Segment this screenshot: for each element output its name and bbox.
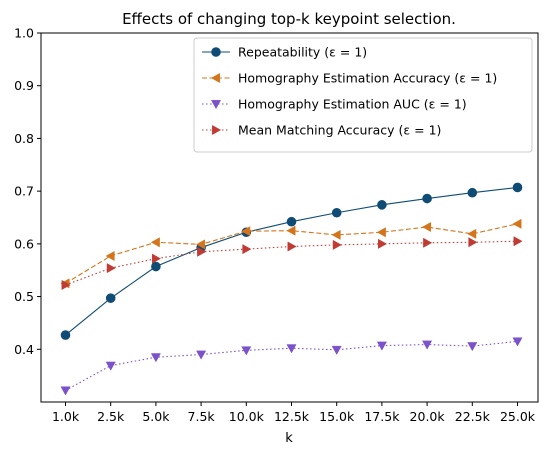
x-tick-label: 17.5k (364, 409, 400, 424)
series-line (65, 186, 518, 336)
x-tick-label: 1.0k (52, 409, 80, 424)
legend-marker (210, 72, 220, 84)
legend-label: Repeatability (ε = 1) (238, 45, 367, 60)
data-point (467, 187, 478, 198)
legend-marker (212, 124, 222, 136)
data-point (468, 237, 478, 248)
data-point (106, 263, 116, 274)
data-point (467, 342, 478, 352)
data-point (60, 330, 71, 340)
data-point (422, 193, 432, 204)
y-tick-label: 1.0 (14, 26, 34, 41)
data-point (376, 341, 387, 351)
data-point (331, 207, 342, 218)
x-tick-label: 20.0k (410, 409, 446, 424)
legend-label: Homography Estimation Accuracy (ε = 1) (238, 71, 497, 86)
data-point (242, 244, 252, 255)
data-point (105, 250, 115, 262)
data-point (151, 261, 161, 272)
legend-marker (211, 47, 221, 57)
data-point (512, 218, 522, 229)
series-line (65, 223, 518, 284)
data-point (105, 293, 116, 303)
data-point (376, 227, 386, 238)
data-point (331, 229, 341, 240)
data-point (421, 221, 432, 233)
data-point (467, 228, 477, 239)
y-tick-label: 0.7 (14, 184, 34, 199)
data-point (241, 346, 252, 356)
data-point (197, 246, 207, 257)
y-tick-label: 0.5 (14, 289, 34, 304)
data-point (150, 237, 160, 248)
data-point (150, 353, 161, 363)
series-layer (60, 182, 523, 396)
data-point (196, 350, 207, 360)
series-4 (61, 236, 523, 290)
series-2 (60, 218, 522, 289)
legend-box (193, 37, 533, 153)
chart-title: Effects of changing top-k keypoint selec… (122, 10, 456, 28)
x-tick-label: 12.5k (274, 409, 310, 424)
data-point (286, 216, 297, 227)
data-point (512, 182, 523, 193)
x-tick-label: 15.0k (319, 409, 355, 424)
data-point (195, 239, 206, 250)
legend-entry: Repeatability (ε = 1) (202, 45, 367, 60)
x-tick-label: 5.0k (142, 409, 170, 424)
data-point (287, 241, 297, 252)
legend-entry: Homography Estimation Accuracy (ε = 1) (202, 71, 497, 86)
data-point (331, 345, 342, 355)
data-point (512, 337, 523, 347)
x-tick-label: 25.0k (500, 409, 536, 424)
plot-area (40, 32, 539, 403)
y-axis: 0.4 0.5 0.6 0.7 0.8 0.9 1.0 (14, 26, 41, 357)
data-point (60, 386, 71, 396)
x-tick-label: 2.5k (97, 409, 125, 424)
y-tick-label: 0.4 (14, 342, 34, 357)
y-tick-label: 0.6 (14, 236, 34, 251)
legend-entry: Mean Matching Accuracy (ε = 1) (202, 123, 441, 138)
data-point (513, 236, 523, 247)
data-point (241, 226, 251, 237)
series-line (65, 240, 518, 286)
x-axis-label: k (285, 431, 293, 446)
x-tick-label: 10.0k (229, 409, 265, 424)
legend-label: Homography Estimation AUC (ε = 1) (238, 97, 467, 112)
data-point (332, 239, 342, 250)
legend-label: Mean Matching Accuracy (ε = 1) (238, 123, 441, 138)
plot-frame (40, 32, 539, 403)
data-point (377, 200, 387, 210)
data-point (105, 361, 116, 371)
series-3 (60, 337, 523, 396)
x-axis: 1.0k 2.5k 5.0k 7.5k 10.0k 12.5k 15.0k 17.5k 20.0… (52, 402, 536, 424)
legend: Repeatability (ε = 1) Homography Estimati… (193, 37, 533, 153)
data-point (151, 253, 162, 264)
legend-entry: Homography Estimation AUC (ε = 1) (202, 97, 467, 112)
data-point (422, 340, 433, 350)
data-point (286, 225, 296, 236)
x-tick-label: 7.5k (188, 409, 216, 424)
x-tick-label: 22.5k (455, 409, 491, 424)
data-point (61, 279, 71, 290)
data-point (423, 237, 433, 248)
legend-marker (210, 100, 222, 110)
y-tick-label: 0.8 (14, 131, 34, 146)
series-1 (60, 182, 523, 340)
y-tick-label: 0.9 (14, 78, 34, 93)
data-point (377, 238, 388, 249)
data-point (286, 344, 297, 354)
